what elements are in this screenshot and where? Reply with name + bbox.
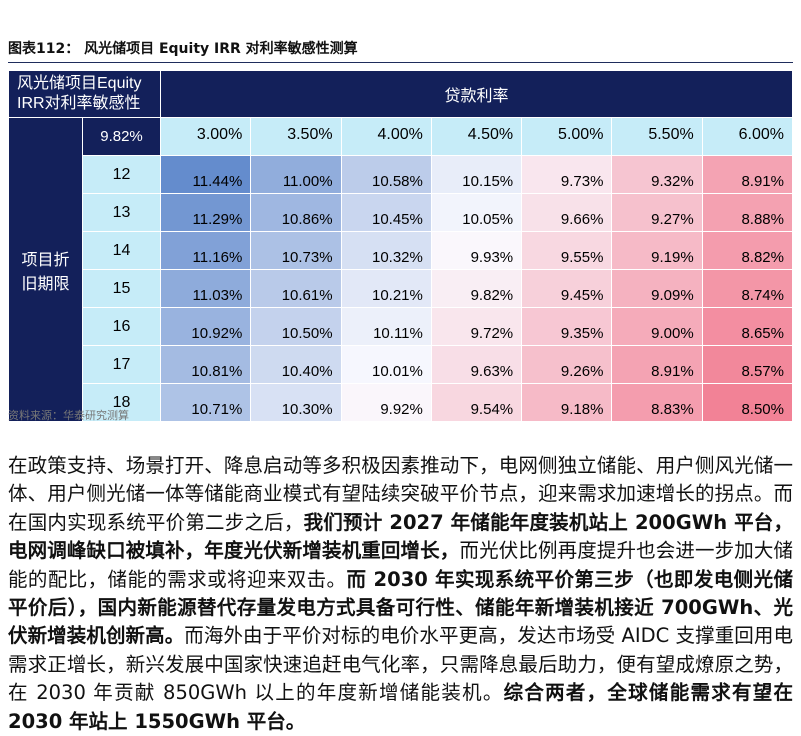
row-group: 项目折旧期限 — [8, 117, 83, 422]
title-rule — [8, 62, 793, 63]
data-row: 15 11.03% 10.61% 10.21% 9.82% 9.45% 9.09% 8.74% — [9, 269, 794, 308]
irr-cell: 8.91% — [611, 345, 703, 384]
irr-cell: 9.09% — [611, 269, 703, 308]
data-row: 16 10.92% 10.50% 10.11% 9.72% 9.35% 9.00% 8.65% — [9, 307, 794, 346]
term-label: 15 — [81, 269, 162, 308]
irr-cell: 9.00% — [611, 307, 703, 346]
term-label: 14 — [81, 231, 162, 270]
paragraph-segment: 综合两者，全球储能需求有望在 2030 年站上 1550GWh 平台。 — [8, 681, 793, 733]
column-group: 贷款利率 — [160, 70, 793, 118]
irr-cell: 10.61% — [250, 269, 342, 308]
irr-cell: 9.66% — [521, 193, 613, 232]
irr-cell: 11.29% — [160, 193, 252, 232]
irr-cell: 10.40% — [250, 345, 342, 384]
irr-cell: 9.54% — [430, 383, 523, 422]
irr-cell: 10.21% — [340, 269, 432, 308]
irr-cell: 9.73% — [521, 155, 613, 194]
irr-cell: 11.44% — [160, 155, 252, 194]
rate-header: 5.00% — [521, 117, 613, 156]
irr-cell: 9.35% — [521, 307, 613, 346]
irr-cell: 9.92% — [340, 383, 432, 422]
irr-cell: 9.55% — [521, 231, 613, 270]
irr-cell: 8.57% — [701, 345, 794, 384]
irr-cell: 10.50% — [250, 307, 342, 346]
irr-cell: 10.05% — [430, 193, 523, 232]
base-irr: 9.82% — [81, 117, 162, 156]
header-row: 风光储项目Equity IRR对利率敏感性 贷款利率 — [7, 70, 793, 118]
irr-cell: 10.32% — [340, 231, 432, 270]
irr-cell: 10.86% — [250, 193, 342, 232]
irr-cell: 9.19% — [611, 231, 703, 270]
term-label: 18 — [81, 383, 162, 422]
irr-cell: 8.65% — [701, 307, 794, 346]
paragraph-segment: 而海外由于平价对标的电价水平更高，发达市场受 AIDC 支撑重回用电需求正增长，… — [8, 624, 793, 705]
body-paragraph: 在政策支持、场景打开、降息启动等多积极因素推动下，电网侧独立储能、用户侧风光储一… — [8, 452, 793, 736]
paragraph-segment: 我们预计 2027 年储能年度装机站上 200GWh 平台，电网调峰缺口被填补，… — [8, 510, 793, 563]
irr-cell: 8.91% — [701, 155, 794, 194]
irr-cell: 8.88% — [701, 193, 794, 232]
source-note: 资料来源：华泰研究测算 — [8, 409, 129, 422]
rate-header: 3.00% — [160, 117, 252, 156]
paragraph-segment: 而光伏比例再度提升也会进一步加大储能的配比，储能的需求或将迎来双击。 — [8, 539, 793, 591]
irr-cell: 8.82% — [701, 231, 794, 270]
data-row: 14 11.16% 10.73% 10.32% 9.93% 9.55% 9.19% 8.82% — [9, 231, 794, 270]
term-label: 17 — [81, 345, 162, 384]
sensitivity-table: 风光储项目Equity IRR对利率敏感性 贷款利率 项目折旧期限 9.82% 3.00… — [7, 70, 794, 422]
irr-cell: 10.73% — [250, 231, 342, 270]
irr-cell: 10.15% — [430, 155, 523, 194]
irr-cell: 9.63% — [430, 345, 523, 384]
irr-cell: 8.74% — [701, 269, 794, 308]
irr-cell: 9.32% — [611, 155, 703, 194]
irr-cell: 9.93% — [430, 231, 523, 270]
irr-cell: 10.71% — [160, 383, 252, 422]
irr-cell: 9.27% — [611, 193, 703, 232]
irr-cell: 10.30% — [250, 383, 342, 422]
rate-header: 6.00% — [701, 117, 794, 156]
term-label: 13 — [81, 193, 162, 232]
data-row: 13 11.29% 10.86% 10.45% 10.05% 9.66% 9.27% 8.88… — [9, 193, 794, 232]
irr-cell: 9.26% — [521, 345, 613, 384]
paragraph-segment: 而 2030 年实现系统平价第三步（也即发电侧光储平价后），国内新能源替代存量发… — [8, 567, 793, 648]
rates-row: 项目折旧期限 9.82% 3.00% 3.50% 4.00% 4.50% 5.00% 5.50… — [8, 117, 794, 422]
irr-cell: 11.03% — [160, 269, 252, 308]
irr-cell: 9.45% — [521, 269, 613, 308]
rate-header: 3.50% — [250, 117, 342, 156]
irr-cell: 9.72% — [430, 307, 523, 346]
irr-cell: 10.45% — [340, 193, 432, 232]
term-label: 12 — [81, 155, 162, 194]
irr-cell: 9.82% — [430, 269, 523, 308]
data-row: 12 11.44% 11.00% 10.58% 10.15% 9.73% 9.32% 8.91… — [9, 155, 794, 194]
paragraph-segment: 在政策支持、场景打开、降息启动等多积极因素推动下，电网侧独立储能、用户侧风光储一… — [8, 454, 793, 534]
irr-cell: 11.00% — [250, 155, 342, 194]
data-row: 18 10.71% 10.30% 9.92% 9.54% 9.18% 8.83% 8.50% — [9, 383, 794, 422]
irr-cell: 8.50% — [701, 383, 794, 422]
rate-header: 5.50% — [611, 117, 703, 156]
corner-cell: 风光储项目Equity IRR对利率敏感性 — [7, 70, 162, 118]
irr-cell: 10.81% — [160, 345, 252, 384]
irr-cell: 10.92% — [160, 307, 252, 346]
rate-header: 4.00% — [340, 117, 432, 156]
irr-cell: 11.16% — [160, 231, 252, 270]
figure-title: 图表112： 风光储项目 Equity IRR 对利率敏感性测算 — [8, 41, 358, 57]
irr-cell: 10.58% — [340, 155, 432, 194]
data-row: 17 10.81% 10.40% 10.01% 9.63% 9.26% 8.91% 8.57% — [9, 345, 794, 384]
rate-header: 4.50% — [430, 117, 523, 156]
irr-cell: 8.83% — [611, 383, 703, 422]
irr-cell: 10.11% — [340, 307, 432, 346]
irr-cell: 9.18% — [521, 383, 613, 422]
irr-cell: 10.01% — [340, 345, 432, 384]
term-label: 16 — [81, 307, 162, 346]
